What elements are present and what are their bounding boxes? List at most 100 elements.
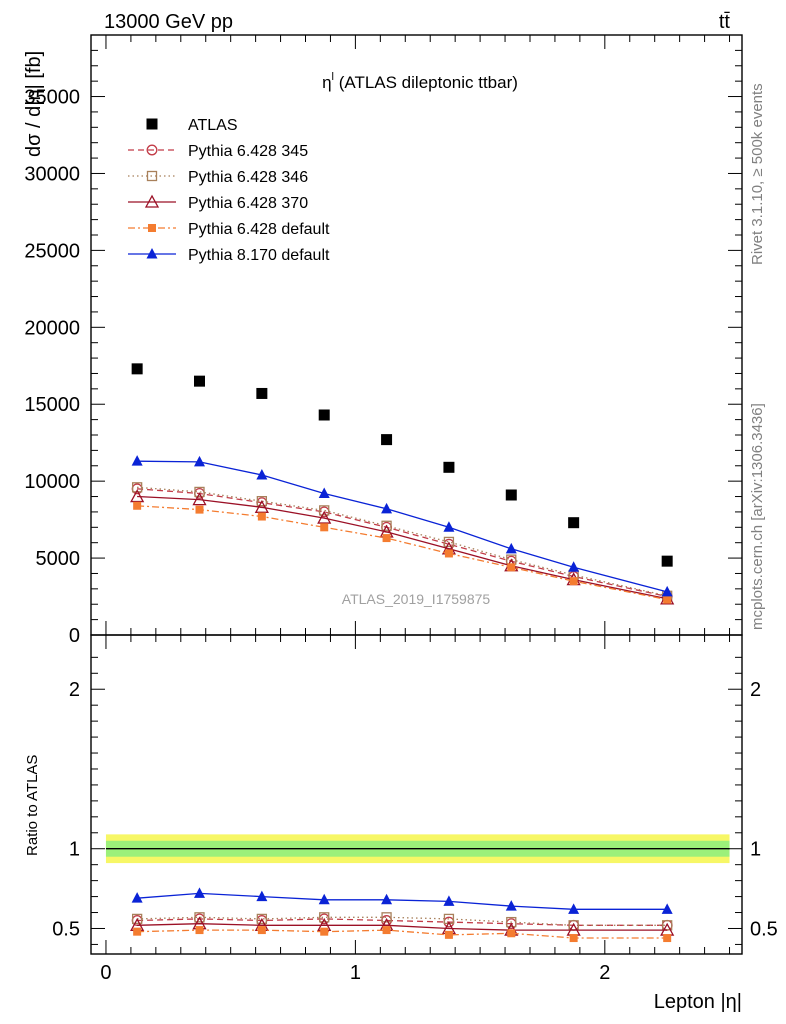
main-series-point-3-1 <box>192 492 207 506</box>
ratio-series-point-3-8 <box>663 934 672 943</box>
legend-marker <box>146 170 158 182</box>
ratio-series-line-0 <box>137 918 668 926</box>
main-series-point-0-8 <box>661 555 673 567</box>
ratio-series-point-4-1 <box>194 887 205 898</box>
legend: ATLAS Pythia 6.428 345 Pythia 6.428 346 Pyt… <box>128 117 330 264</box>
ratio-y-tick-label: 0.5 <box>52 918 80 940</box>
main-series-point-0-1 <box>194 375 205 387</box>
x-tick-label: 0 <box>100 962 111 984</box>
main-series-point-4-3 <box>320 523 329 532</box>
ratio-series-line-3 <box>137 929 668 939</box>
ratio-series-point-3-0 <box>133 927 142 936</box>
main-series-point-3-2 <box>254 499 269 513</box>
y-tick-label: 10000 <box>24 471 80 493</box>
main-series-line-1 <box>137 488 668 598</box>
main-series <box>130 363 675 605</box>
y-tick-label: 20000 <box>24 317 80 339</box>
ratio-series-point-4-6 <box>505 900 517 911</box>
ratio-series-point-1-0 <box>131 913 143 925</box>
main-series-point-2-2 <box>256 496 268 507</box>
x-axis-label: Lepton |η| <box>654 991 742 1013</box>
main-series-point-0-0 <box>131 363 143 375</box>
ratio-axes: 0 1 2 0.5 0.5 1 1 2 2 <box>52 634 778 984</box>
main-series-point-2-5 <box>443 536 455 548</box>
ratio-series-point-3-4 <box>382 926 391 935</box>
main-series-point-5-6 <box>505 542 517 554</box>
legend-marker <box>144 194 160 208</box>
ratio-series <box>130 887 675 943</box>
main-series-point-2-4 <box>381 520 392 531</box>
main-series-point-5-7 <box>568 561 580 572</box>
ratio-uncertainty-band <box>105 834 730 864</box>
main-series-point-2-3 <box>319 505 330 516</box>
main-plot: ATLAS_2019_I1759875 0 5000 10000 15000 20000… <box>23 34 743 647</box>
main-series-point-5-4 <box>381 502 393 514</box>
x-tick-label: 1 <box>350 962 361 984</box>
main-series-point-3-3 <box>317 510 332 524</box>
ratio-series-point-1-2 <box>256 913 268 925</box>
mcplots-label: mcplots.cern.ch [arXiv:1306.3436] <box>749 403 766 630</box>
x-tick-label: 2 <box>599 962 610 984</box>
ratio-y-tick-label: 2 <box>69 679 80 701</box>
plot-title: ηl (ATLAS dileptonic ttbar) <box>322 71 518 92</box>
main-series-point-5-3 <box>318 487 330 498</box>
ratio-series-point-3-1 <box>195 926 204 935</box>
ratio-series-point-1-1 <box>194 912 205 923</box>
y-axis-label: dσ / d|η| [fb] <box>23 51 45 157</box>
energy-label: 13000 GeV pp <box>104 11 233 33</box>
legend-marker <box>146 248 158 259</box>
main-series-point-4-7 <box>569 577 578 586</box>
main-series-point-0-5 <box>443 461 455 473</box>
main-series-point-0-2 <box>256 387 268 399</box>
main-series-line-3 <box>137 495 668 600</box>
rivet-label: Rivet 3.1.10, ≥ 500k events <box>749 83 766 265</box>
main-series-point-5-0 <box>131 455 143 466</box>
legend-label: Pythia 6.428 default <box>188 221 330 238</box>
y-tick-label: 5000 <box>36 548 81 570</box>
ratio-y-tick-label-right: 2 <box>750 679 761 701</box>
ratio-series-point-1-3 <box>319 912 330 923</box>
main-series-point-4-4 <box>382 534 391 543</box>
ratio-series-point-4-7 <box>568 903 580 914</box>
y-tick-label: 35000 <box>24 87 80 109</box>
y-tick-label: 0 <box>69 625 80 647</box>
legend-marker <box>148 224 156 232</box>
legend-marker <box>146 144 158 156</box>
ratio-series-line-4 <box>137 892 668 910</box>
ratio-series-point-4-3 <box>318 893 330 905</box>
y-tick-label: 25000 <box>24 240 80 262</box>
ratio-series-point-4-2 <box>256 890 268 902</box>
process-label: tt̄ <box>719 11 731 33</box>
plot-frame <box>90 634 743 955</box>
main-series-point-0-7 <box>568 517 580 529</box>
main-series-point-0-4 <box>381 434 393 446</box>
main-series-point-0-3 <box>318 409 330 421</box>
legend-label: Pythia 6.428 345 <box>188 143 308 160</box>
ratio-series-point-3-6 <box>507 929 516 938</box>
ratio-series-point-3-3 <box>320 927 329 936</box>
ratio-series-point-1-4 <box>381 912 392 923</box>
ratio-y-tick-label: 1 <box>69 839 80 861</box>
main-series-point-4-8 <box>663 595 672 604</box>
ratio-series-line-2 <box>137 923 668 931</box>
legend-label: Pythia 6.428 346 <box>188 169 308 186</box>
ratio-series-point-1-6 <box>506 916 517 928</box>
main-axes: 0 5000 10000 15000 20000 25000 30000 35000 <box>24 34 743 647</box>
main-series-point-4-2 <box>257 512 266 521</box>
main-series-point-2-1 <box>194 486 205 498</box>
main-series-point-4-5 <box>444 549 453 558</box>
ratio-plot: 0 1 2 0.5 0.5 1 1 2 2 Ratio to ATLAS Lepton |η| <box>24 634 778 1013</box>
ratio-series-point-4-0 <box>131 892 143 903</box>
main-series-line-5 <box>137 460 668 593</box>
main-series-point-3-0 <box>130 489 145 503</box>
main-series-point-4-1 <box>195 505 204 514</box>
legend-label: ATLAS <box>188 117 238 134</box>
legend-marker <box>146 118 158 130</box>
main-series-point-4-0 <box>133 501 142 510</box>
ratio-y-axis-label: Ratio to ATLAS <box>24 755 41 856</box>
legend-label: Pythia 6.428 370 <box>188 195 308 212</box>
main-series-point-5-8 <box>661 585 673 597</box>
ratio-series-point-4-4 <box>381 893 393 905</box>
main-series-point-0-6 <box>505 489 517 501</box>
